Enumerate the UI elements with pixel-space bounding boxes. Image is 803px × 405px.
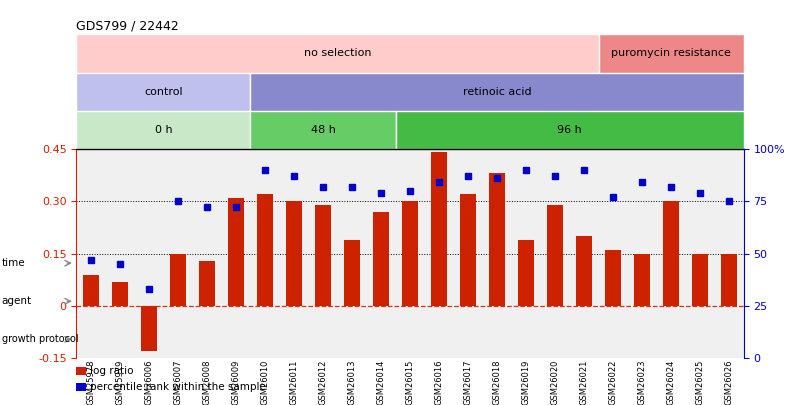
Bar	[76, 34, 598, 72]
Bar	[112, 281, 128, 306]
Bar	[605, 250, 621, 306]
Bar	[547, 205, 562, 306]
Text: time: time	[2, 258, 25, 268]
Text: 96 h: 96 h	[556, 125, 581, 135]
Bar	[395, 111, 743, 149]
Text: control: control	[144, 87, 182, 97]
Text: GDS799 / 22442: GDS799 / 22442	[76, 19, 179, 32]
Text: log ratio: log ratio	[90, 366, 133, 375]
Bar	[459, 194, 475, 306]
Bar	[228, 198, 243, 306]
Bar	[344, 240, 360, 306]
Bar	[83, 275, 99, 306]
Text: puromycin resistance: puromycin resistance	[610, 49, 730, 58]
Bar	[315, 205, 331, 306]
Text: percentile rank within the sample: percentile rank within the sample	[90, 382, 266, 392]
Bar	[257, 194, 272, 306]
Bar	[251, 111, 395, 149]
Bar	[634, 254, 650, 306]
Bar	[76, 72, 251, 111]
Bar	[662, 201, 679, 306]
Bar	[141, 306, 157, 352]
Text: no selection: no selection	[304, 49, 371, 58]
Bar	[169, 254, 185, 306]
Bar	[691, 254, 707, 306]
Text: retinoic acid: retinoic acid	[463, 87, 531, 97]
Text: 0 h: 0 h	[154, 125, 172, 135]
Bar	[517, 240, 533, 306]
Bar	[720, 254, 736, 306]
Text: growth protocol: growth protocol	[2, 335, 78, 344]
Bar	[198, 260, 214, 306]
Bar	[430, 152, 446, 306]
Bar	[251, 72, 743, 111]
Bar	[488, 173, 504, 306]
Bar	[76, 111, 251, 149]
Bar	[373, 212, 389, 306]
Text: agent: agent	[2, 296, 31, 306]
Bar	[286, 201, 302, 306]
Bar	[598, 34, 743, 72]
Text: 48 h: 48 h	[310, 125, 335, 135]
Bar	[402, 201, 418, 306]
Bar	[576, 236, 591, 306]
